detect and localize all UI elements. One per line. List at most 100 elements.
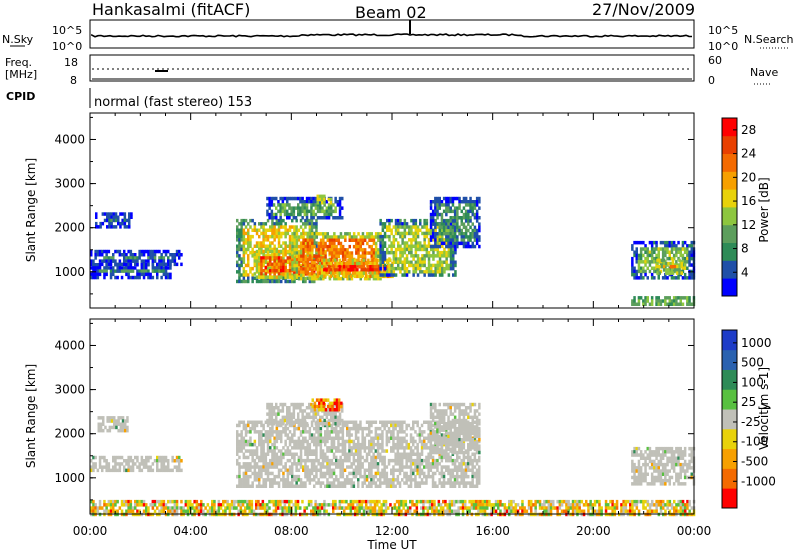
velocity-cell: [178, 455, 181, 460]
power-cell: [264, 244, 268, 248]
power-cell: [315, 235, 318, 239]
velocity-cell: [314, 422, 318, 426]
velocity-cell: [258, 458, 261, 463]
power-cell: [316, 265, 319, 269]
velocity-cell: [396, 458, 400, 463]
velocity-cell: [453, 474, 457, 479]
velocity-cell: [160, 462, 163, 466]
power-cell: [271, 253, 274, 257]
power-cell: [374, 251, 378, 255]
velocity-cell: [379, 455, 382, 460]
power-cell: [136, 259, 139, 263]
power-cell: [653, 266, 656, 270]
power-cell: [397, 231, 400, 236]
power-cell: [123, 212, 127, 216]
power-cell: [460, 209, 463, 214]
power-cell: [451, 203, 455, 207]
velocity-cell: [268, 418, 271, 423]
power-cell: [668, 240, 671, 245]
power-cell: [314, 196, 318, 201]
power-cell: [284, 269, 287, 273]
velocity-cell: [434, 484, 437, 488]
power-cell: [438, 238, 441, 242]
power-cell: [310, 216, 313, 220]
velocity-cell: [405, 474, 408, 479]
velocity-cell: [103, 455, 106, 460]
power-cell: [322, 276, 325, 281]
power-cell: [106, 225, 109, 229]
power-cell: [339, 248, 343, 252]
power-cell: [238, 257, 241, 261]
velocity-cell: [418, 426, 422, 431]
power-cell: [637, 266, 641, 270]
velocity-cell: [365, 420, 369, 424]
power-cell: [401, 222, 404, 226]
velocity-cell: [236, 458, 239, 463]
power-cell: [319, 209, 322, 214]
velocity-cell: [238, 465, 241, 469]
power-cell: [264, 231, 268, 236]
velocity-cell: [383, 478, 386, 482]
velocity-cell: [284, 478, 287, 482]
velocity-cell: [394, 423, 397, 428]
velocity-cell: [357, 449, 360, 453]
power-cell: [160, 275, 163, 280]
power-cell: [664, 250, 667, 254]
power-cell: [305, 200, 309, 204]
velocity-cell: [346, 430, 349, 434]
velocity-cell: [330, 449, 334, 453]
velocity-cell: [471, 481, 474, 485]
velocity-cell: [321, 422, 324, 426]
power-cell: [240, 225, 243, 229]
power-cell: [297, 276, 301, 281]
power-cell: [449, 216, 452, 220]
power-cell: [388, 250, 391, 255]
power-cell: [92, 263, 95, 267]
power-cell: [637, 253, 641, 258]
power-cell: [306, 222, 309, 226]
power-cell: [670, 302, 674, 306]
power-cell: [469, 196, 472, 201]
power-cell: [412, 263, 415, 268]
power-cell: [440, 212, 444, 217]
power-cell: [370, 248, 373, 252]
power-cell: [118, 259, 122, 263]
date-title: 27/Nov/2009: [592, 0, 695, 19]
velocity-cell: [449, 481, 452, 485]
velocity-cell: [126, 428, 129, 433]
power-cell: [242, 228, 246, 232]
velocity-cell: [401, 420, 404, 424]
power-cell: [320, 201, 324, 205]
power-colorbar-swatch: [722, 189, 737, 208]
power-cell: [344, 248, 347, 252]
power-cell: [442, 203, 446, 207]
power-cell: [337, 238, 340, 242]
velocity-cell: [337, 449, 340, 453]
power-cell: [419, 247, 422, 252]
power-cell: [160, 259, 163, 263]
velocity-cell: [297, 446, 301, 450]
power-cell: [416, 244, 420, 248]
power-cell: [140, 249, 144, 254]
power-cell: [311, 241, 314, 246]
velocity-cell: [258, 465, 261, 469]
velocity-cell: [129, 468, 133, 473]
power-cell: [423, 225, 426, 229]
velocity-cell: [156, 468, 159, 473]
power-cell: [330, 241, 334, 246]
velocity-cell: [272, 422, 276, 426]
power-cell: [405, 222, 409, 226]
velocity-cell: [370, 474, 373, 479]
power-cell: [301, 206, 304, 210]
power-cell: [405, 257, 409, 261]
velocity-cell: [332, 412, 335, 416]
power-cell: [394, 273, 398, 277]
velocity-cell: [251, 452, 254, 456]
power-cell: [302, 248, 305, 252]
power-cell: [275, 228, 279, 232]
velocity-cell: [361, 436, 364, 440]
velocity-cell: [376, 465, 380, 469]
power-cell: [425, 228, 429, 232]
power-cell: [341, 276, 345, 281]
power-cell: [299, 247, 303, 252]
